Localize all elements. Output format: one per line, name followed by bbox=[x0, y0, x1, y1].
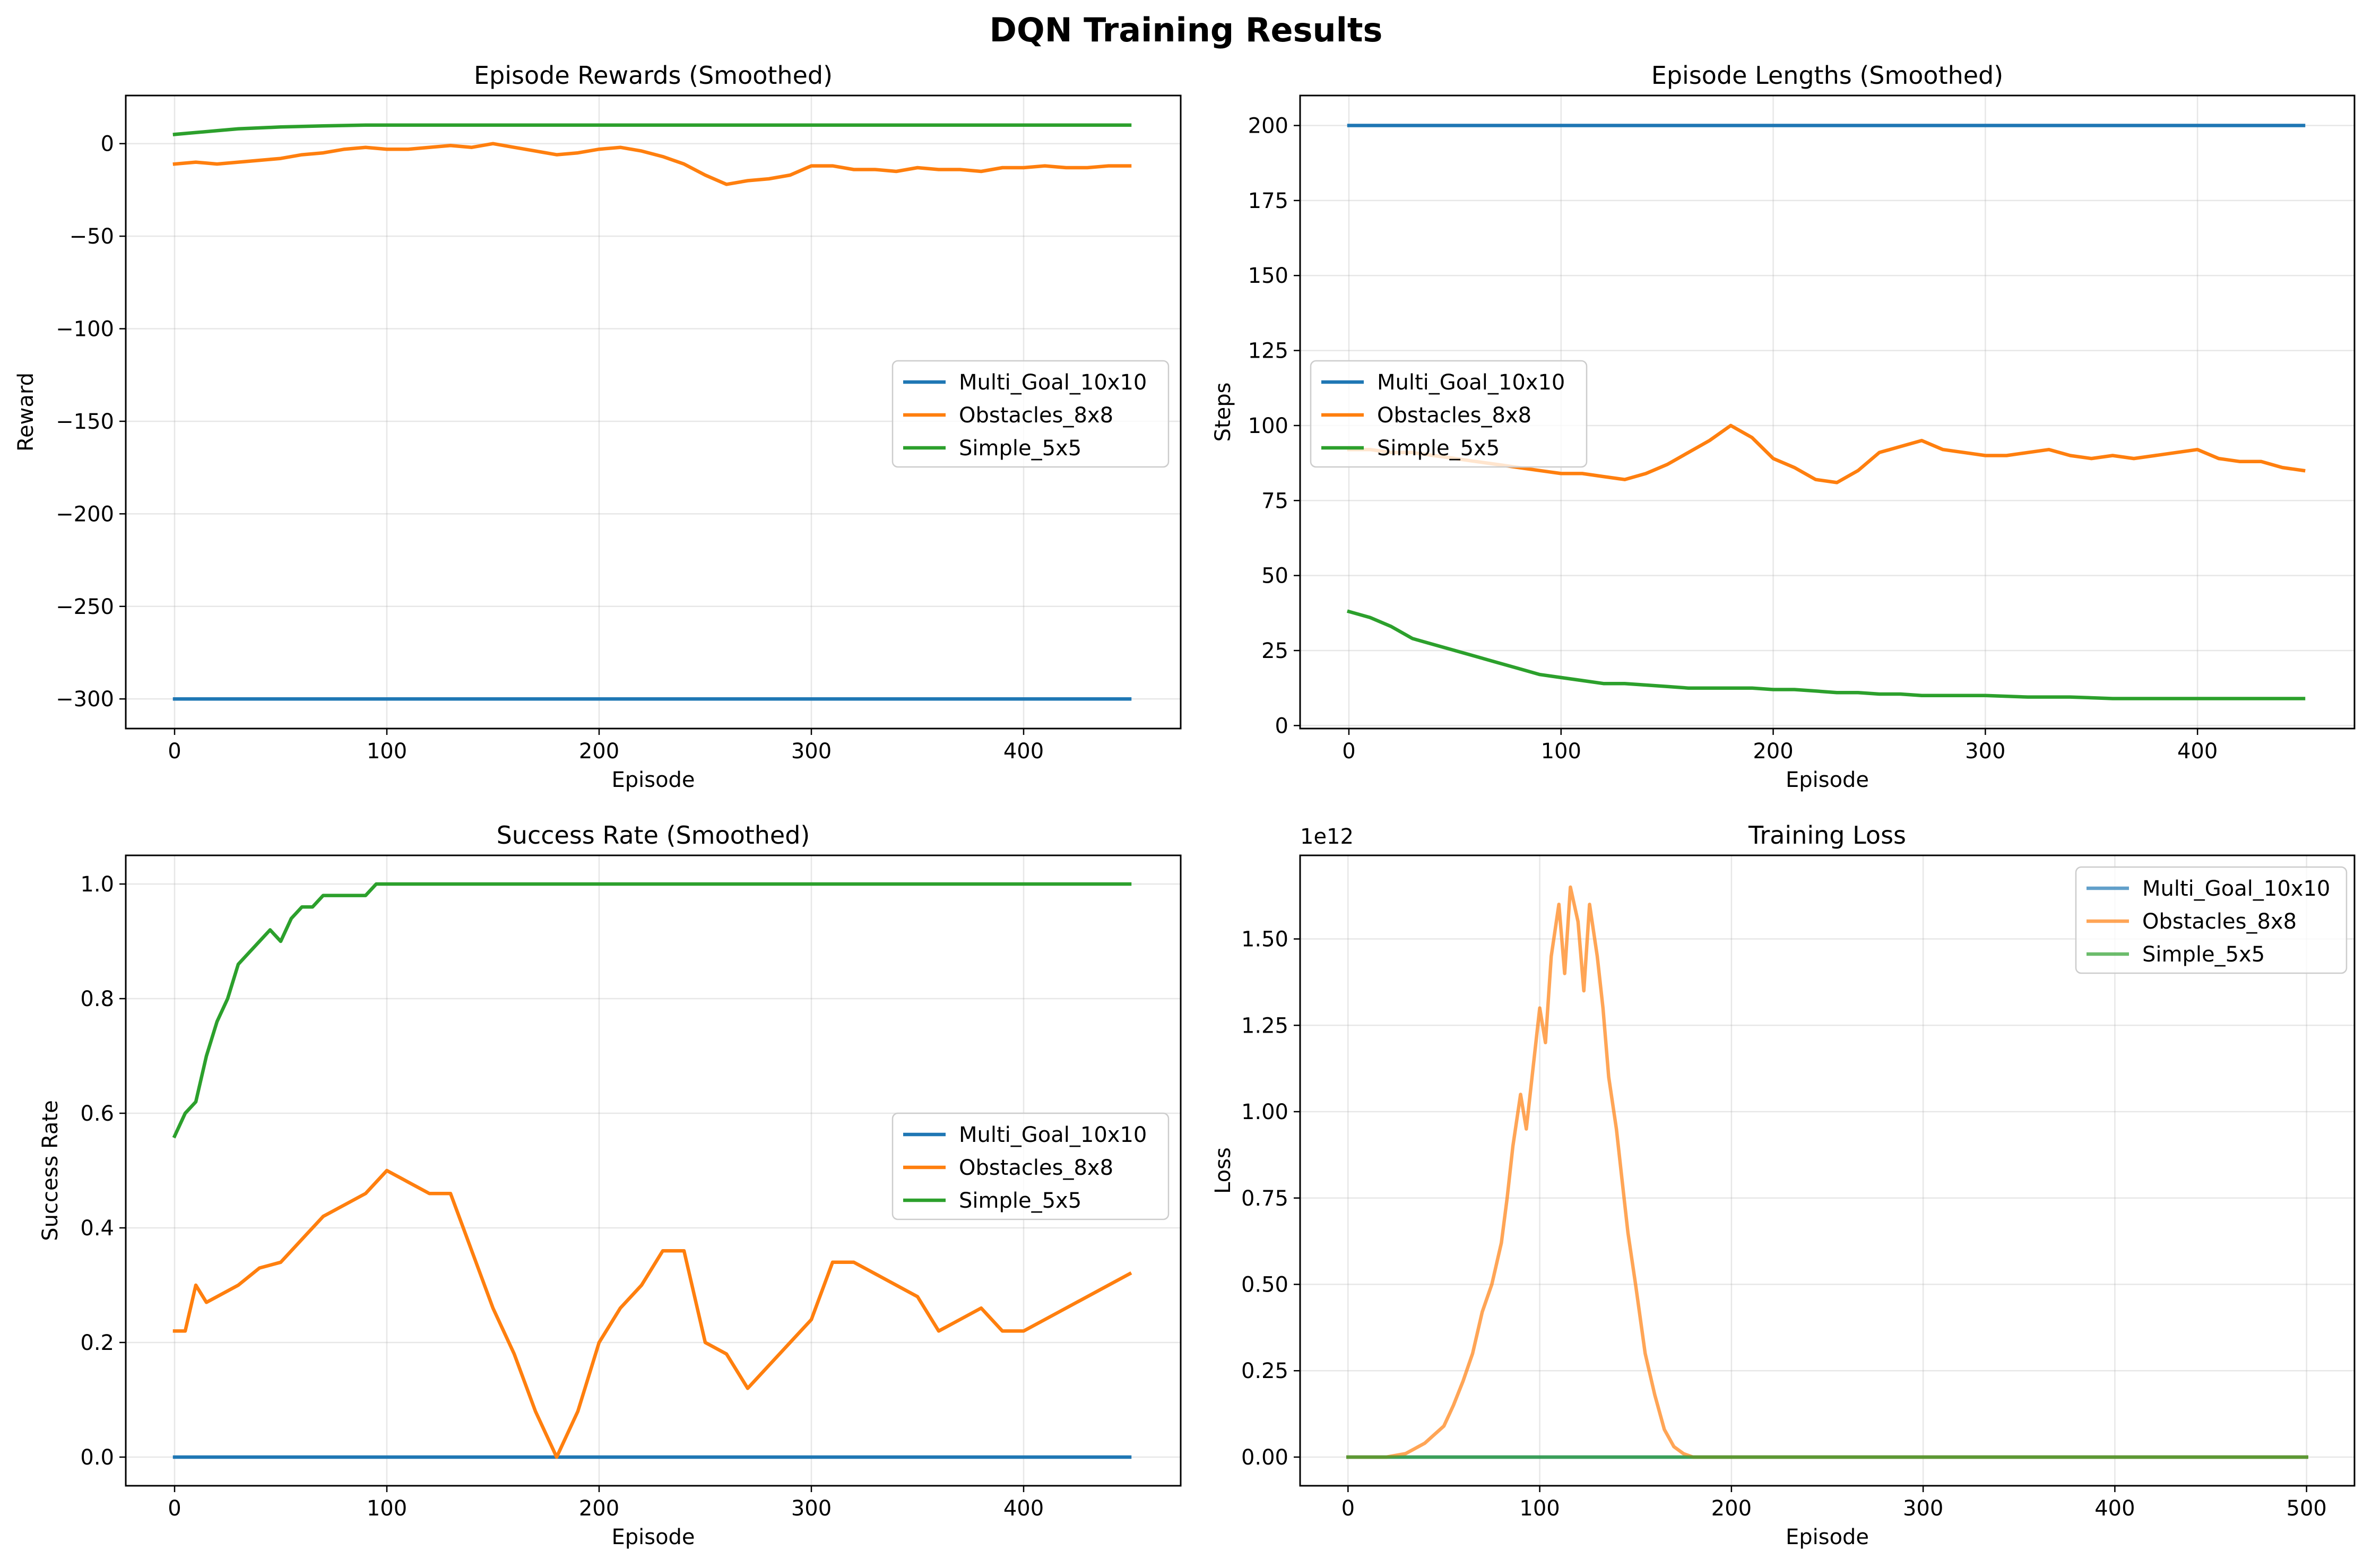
y-tick-label: −250 bbox=[56, 595, 114, 619]
series-line-obstacles-8x8 bbox=[172, 1168, 1132, 1459]
y-tick-label: 75 bbox=[1261, 489, 1288, 513]
legend-entry-label: Obstacles_8x8 bbox=[1377, 403, 1531, 428]
legend: Multi_Goal_10x10 Obstacles_8x8 Simple_5x5 bbox=[2075, 866, 2348, 974]
x-tick-label: 400 bbox=[2177, 739, 2218, 764]
y-tick-label: 100 bbox=[1248, 414, 1288, 438]
y-tick-label: 0.0 bbox=[80, 1445, 114, 1470]
plot-area-frame bbox=[1299, 854, 2356, 1487]
y-tick-label: 1.25 bbox=[1241, 1013, 1288, 1038]
chart-title: Training Loss bbox=[1748, 821, 1906, 850]
x-tick-label: 0 bbox=[168, 1496, 181, 1521]
y-tick-label: 0 bbox=[101, 132, 114, 157]
y-tick-label: 0.50 bbox=[1241, 1272, 1288, 1297]
figure-title: DQN Training Results bbox=[990, 11, 1383, 49]
plot-area-frame bbox=[1299, 94, 2356, 730]
legend: Multi_Goal_10x10 Obstacles_8x8 Simple_5x5 bbox=[891, 360, 1170, 468]
x-tick-label: 200 bbox=[579, 1496, 619, 1521]
legend-box bbox=[891, 360, 1170, 468]
x-tick-label: 200 bbox=[1711, 1496, 1752, 1521]
legend-entry-label: Simple_5x5 bbox=[1377, 436, 1500, 461]
y-tick-label: 0 bbox=[1275, 714, 1288, 738]
x-tick-label: 400 bbox=[1003, 1496, 1044, 1521]
y-tick-label: 1.0 bbox=[80, 872, 114, 897]
y-tick-label: 1.50 bbox=[1241, 928, 1288, 952]
x-tick-label: 400 bbox=[1003, 739, 1044, 764]
y-tick-label: 175 bbox=[1248, 189, 1288, 213]
legend: Multi_Goal_10x10 Obstacles_8x8 Simple_5x5 bbox=[1310, 360, 1588, 468]
y-axis-offset-text: 1e12 bbox=[1300, 825, 1354, 849]
chart-title: Episode Lengths (Smoothed) bbox=[1651, 61, 2003, 90]
y-axis-label: Loss bbox=[1211, 1147, 1235, 1194]
chart-panel-2: 0 100 200 300 400 0 25 50 75 100 125 150 175 200 Episo… bbox=[1211, 61, 2356, 792]
y-tick-label: 0.6 bbox=[80, 1102, 114, 1126]
y-tick-label: 50 bbox=[1261, 564, 1288, 588]
legend-box bbox=[1310, 360, 1588, 468]
legend-entry-label: Simple_5x5 bbox=[2142, 942, 2265, 967]
legend-box bbox=[2075, 866, 2348, 974]
chart-panel-3: 0 100 200 300 400 0.0 0.2 0.4 0.6 0.8 1.0 Success R… bbox=[38, 821, 1182, 1549]
y-tick-label: 0.75 bbox=[1241, 1186, 1288, 1211]
legend-entry-label: Multi_Goal_10x10 bbox=[959, 1123, 1147, 1147]
series-line-simple-5x5 bbox=[172, 123, 1132, 136]
x-tick-label: 300 bbox=[791, 739, 832, 764]
legend-entry-label: Multi_Goal_10x10 bbox=[1377, 370, 1565, 395]
y-axis-label: Steps bbox=[1211, 383, 1235, 442]
chart-title: Episode Rewards (Smoothed) bbox=[474, 61, 833, 90]
plot-area-frame bbox=[125, 854, 1182, 1487]
legend-entry-label: Simple_5x5 bbox=[959, 436, 1081, 461]
x-tick-label: 100 bbox=[1541, 739, 1581, 764]
x-axis-label: Episode bbox=[1786, 1525, 1869, 1549]
legend-entry-label: Simple_5x5 bbox=[959, 1189, 1081, 1213]
x-tick-label: 400 bbox=[2094, 1496, 2135, 1521]
chart-panel-1: 0 100 200 300 400 0 −50 −100 −150 −200 −250 −300 Epi… bbox=[14, 61, 1182, 792]
y-tick-label: −100 bbox=[56, 317, 114, 342]
chart-panel-4: 0 100 200 300 400 500 0.00 0.25 0.50 0.75 1.00 1.25… bbox=[1211, 821, 2356, 1549]
y-tick-label: 0.00 bbox=[1241, 1445, 1288, 1470]
x-tick-label: 500 bbox=[2287, 1496, 2327, 1521]
x-tick-label: 300 bbox=[791, 1496, 832, 1521]
legend-entry-label: Multi_Goal_10x10 bbox=[959, 370, 1147, 395]
x-tick-label: 100 bbox=[367, 739, 407, 764]
y-tick-label: 1.00 bbox=[1241, 1100, 1288, 1124]
y-tick-label: 200 bbox=[1248, 114, 1288, 138]
chart-title: Success Rate (Smoothed) bbox=[497, 821, 810, 850]
x-tick-label: 300 bbox=[1965, 739, 2005, 764]
y-tick-label: −150 bbox=[56, 410, 114, 434]
y-tick-label: 125 bbox=[1248, 339, 1288, 363]
x-tick-label: 300 bbox=[1903, 1496, 1943, 1521]
series-line-simple-5x5 bbox=[1346, 609, 2306, 700]
y-tick-label: −50 bbox=[70, 224, 114, 249]
y-axis-label: Success Rate bbox=[38, 1100, 63, 1241]
y-tick-label: −300 bbox=[56, 687, 114, 712]
y-tick-label: 25 bbox=[1261, 639, 1288, 663]
series-line-obstacles-8x8 bbox=[172, 142, 1132, 186]
x-tick-label: 0 bbox=[1342, 739, 1355, 764]
x-tick-label: 200 bbox=[579, 739, 619, 764]
x-tick-label: 0 bbox=[168, 739, 181, 764]
y-tick-label: 0.8 bbox=[80, 987, 114, 1011]
x-tick-label: 200 bbox=[1753, 739, 1793, 764]
y-axis-label: Reward bbox=[14, 372, 38, 452]
x-axis-label: Episode bbox=[611, 1525, 695, 1549]
series-line-obstacles-8x8 bbox=[1346, 885, 2308, 1459]
x-tick-label: 100 bbox=[1519, 1496, 1560, 1521]
legend-entry-label: Obstacles_8x8 bbox=[2142, 909, 2297, 934]
legend: Multi_Goal_10x10 Obstacles_8x8 Simple_5x5 bbox=[891, 1112, 1170, 1220]
legend-entry-label: Obstacles_8x8 bbox=[959, 403, 1113, 428]
y-tick-label: 150 bbox=[1248, 264, 1288, 288]
legend-entry-label: Multi_Goal_10x10 bbox=[2142, 877, 2330, 901]
y-tick-label: 0.25 bbox=[1241, 1359, 1288, 1383]
x-tick-label: 100 bbox=[367, 1496, 407, 1521]
y-tick-label: −200 bbox=[56, 502, 114, 526]
x-axis-label: Episode bbox=[611, 768, 695, 792]
y-tick-label: 0.4 bbox=[80, 1216, 114, 1241]
y-tick-label: 0.2 bbox=[80, 1331, 114, 1355]
x-tick-label: 0 bbox=[1341, 1496, 1355, 1521]
legend-box bbox=[891, 1112, 1170, 1220]
series-line-simple-5x5 bbox=[172, 882, 1132, 1139]
x-axis-label: Episode bbox=[1786, 768, 1869, 792]
legend-entry-label: Obstacles_8x8 bbox=[959, 1156, 1113, 1180]
plot-area-frame bbox=[125, 94, 1182, 730]
